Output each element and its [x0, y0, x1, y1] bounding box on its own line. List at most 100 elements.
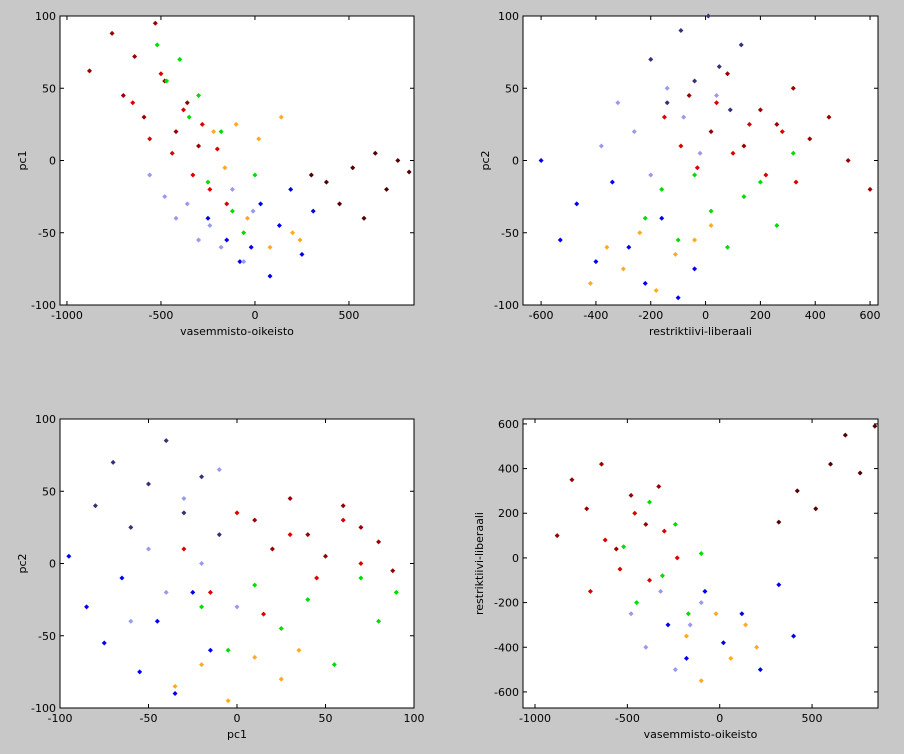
point: [727, 107, 733, 113]
point: [196, 237, 202, 243]
point: [776, 519, 782, 525]
point: [337, 201, 343, 207]
point: [692, 237, 698, 243]
point: [186, 114, 192, 120]
point: [569, 477, 575, 483]
y-tick-label: 400: [498, 463, 519, 476]
point: [813, 506, 819, 512]
point: [146, 546, 151, 552]
point: [807, 136, 813, 142]
point: [656, 483, 662, 489]
point: [842, 432, 848, 438]
point: [713, 611, 719, 617]
point: [642, 280, 648, 286]
point: [199, 474, 205, 480]
point: [372, 150, 378, 156]
y-tick-label: 100: [35, 413, 56, 426]
point: [358, 575, 364, 581]
point: [340, 517, 346, 523]
y-tick-label: 0: [49, 155, 56, 168]
point: [244, 215, 250, 221]
y-tick-label: 200: [498, 507, 519, 520]
y-axis-label: pc2: [16, 553, 29, 573]
point: [763, 172, 769, 178]
plot-area: [59, 418, 415, 709]
y-tick-label: 50: [505, 82, 519, 95]
point: [613, 546, 619, 552]
y-tick-label: -50: [38, 227, 56, 240]
point: [587, 280, 593, 286]
x-tick-label: -1000: [51, 309, 83, 322]
x-tick-label: 500: [338, 309, 359, 322]
point: [698, 600, 704, 606]
point: [664, 100, 670, 106]
point: [686, 92, 692, 98]
point: [602, 537, 608, 543]
point: [648, 56, 654, 62]
point: [683, 655, 689, 661]
x-tick-label: -500: [148, 309, 173, 322]
point: [205, 215, 211, 221]
point: [678, 143, 684, 149]
plot-area: [59, 15, 415, 306]
point: [261, 611, 267, 617]
x-tick-label: -400: [583, 309, 608, 322]
y-tick-label: -600: [494, 686, 519, 699]
x-tick-label: 0: [702, 309, 709, 322]
point: [340, 503, 346, 509]
point: [214, 146, 220, 152]
point: [725, 244, 731, 250]
x-tick-label: -1000: [519, 712, 551, 725]
point: [390, 568, 396, 574]
point: [554, 533, 560, 539]
point: [698, 550, 704, 556]
x-tick-label: 0: [234, 712, 241, 725]
point: [172, 683, 178, 689]
point: [130, 100, 136, 106]
point: [252, 582, 258, 588]
point: [137, 669, 143, 675]
point: [224, 201, 230, 207]
point: [299, 251, 305, 257]
point: [120, 92, 126, 98]
point: [743, 622, 749, 628]
point: [793, 179, 799, 185]
point: [229, 186, 235, 192]
x-axis-label: pc1: [227, 728, 247, 741]
point: [278, 626, 284, 632]
point: [229, 208, 235, 214]
point: [741, 143, 747, 149]
point: [708, 208, 714, 214]
point: [661, 114, 667, 120]
point: [647, 577, 653, 583]
point: [632, 510, 638, 516]
point: [647, 499, 653, 505]
point: [738, 42, 744, 48]
x-tick-label: 100: [404, 712, 425, 725]
point: [857, 470, 863, 476]
point: [628, 492, 634, 498]
point: [643, 521, 649, 527]
point: [593, 259, 599, 265]
point: [376, 539, 382, 545]
point: [675, 295, 681, 301]
point: [308, 172, 314, 178]
point: [147, 172, 153, 178]
point: [190, 589, 196, 595]
point: [310, 208, 316, 214]
point: [598, 143, 604, 149]
point: [685, 611, 691, 617]
point: [678, 27, 684, 33]
point: [216, 467, 222, 473]
y-axis-label: pc2: [479, 150, 492, 170]
point: [376, 618, 382, 624]
x-tick-label: -200: [638, 309, 663, 322]
point: [665, 622, 671, 628]
y-tick-label: -50: [38, 630, 56, 643]
point: [628, 611, 634, 617]
point: [598, 461, 604, 467]
point: [216, 532, 222, 538]
point: [66, 553, 72, 559]
point: [278, 676, 284, 682]
point: [181, 495, 187, 501]
